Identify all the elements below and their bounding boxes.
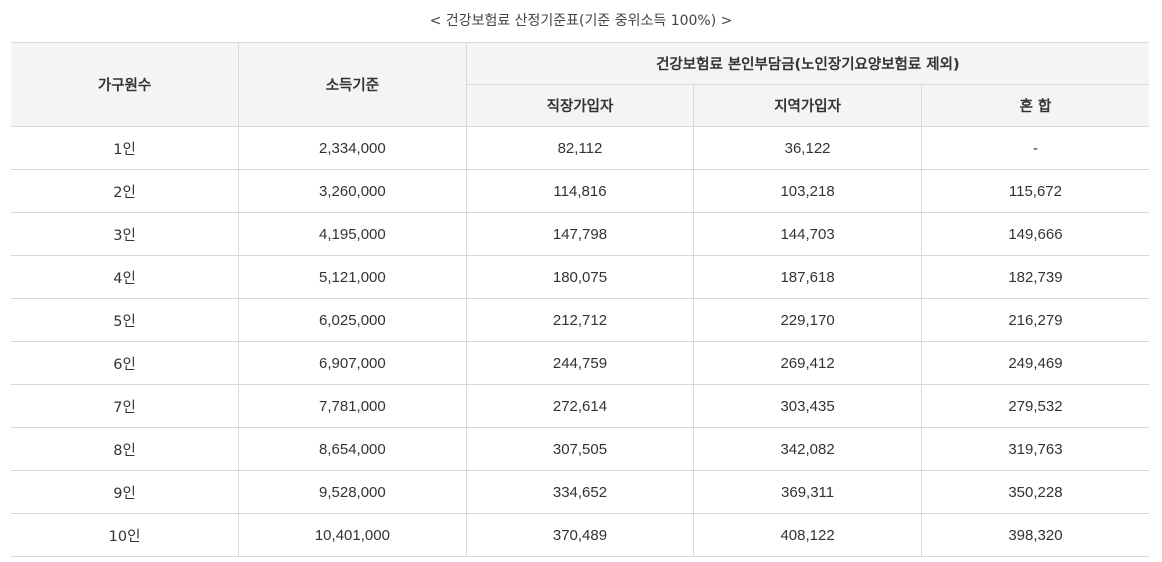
- header-workplace: 직장가입자: [466, 84, 695, 127]
- cell-mixed: 149,666: [920, 212, 1149, 256]
- cell-workplace: 370,489: [465, 513, 695, 557]
- cell-income: 7,781,000: [238, 384, 467, 428]
- cell-household: 5인: [11, 298, 240, 342]
- cell-household: 10인: [11, 513, 240, 557]
- cell-regional: 408,122: [693, 513, 922, 557]
- cell-mixed: 115,672: [920, 169, 1149, 213]
- cell-mixed: 350,228: [920, 470, 1149, 514]
- cell-regional: 269,412: [693, 341, 922, 385]
- table-row: 10인 10,401,000 370,489 408,122 398,320: [11, 513, 1149, 557]
- cell-household: 1인: [11, 126, 240, 170]
- cell-household: 2인: [11, 169, 240, 213]
- cell-workplace: 212,712: [465, 298, 695, 342]
- table-row: 1인 2,334,000 82,112 36,122-: [11, 126, 1149, 170]
- cell-regional: 103,218: [693, 169, 922, 213]
- cell-household: 4인: [11, 255, 240, 299]
- cell-mixed: 319,763: [920, 427, 1149, 471]
- cell-mixed: 279,532: [920, 384, 1149, 428]
- table-row: 3인 4,195,000 147,798 144,703 149,666: [11, 212, 1149, 256]
- header-premium-group: 건강보험료 본인부담금(노인장기요양보험료 제외): [465, 42, 1149, 85]
- cell-workplace: 82,112: [465, 126, 695, 170]
- cell-regional: 342,082: [693, 427, 922, 471]
- cell-workplace: 180,075: [465, 255, 695, 299]
- cell-mixed: 182,739: [920, 255, 1149, 299]
- table-row: 2인 3,260,000 114,816 103,218 115,672: [11, 169, 1149, 213]
- header-mixed: 혼 합: [920, 84, 1149, 127]
- premium-table-container: 가구원수 소득기준 건강보험료 본인부담금(노인장기요양보험료 제외) 직장가입…: [11, 42, 1149, 557]
- cell-regional: 229,170: [693, 298, 922, 342]
- cell-household: 7인: [11, 384, 240, 428]
- cell-regional: 144,703: [693, 212, 922, 256]
- cell-workplace: 307,505: [465, 427, 695, 471]
- header-regional: 지역가입자: [693, 84, 922, 127]
- cell-mixed: 398,320: [920, 513, 1149, 557]
- cell-workplace: 147,798: [465, 212, 695, 256]
- cell-workplace: 334,652: [465, 470, 695, 514]
- cell-workplace: 272,614: [465, 384, 695, 428]
- cell-income: 9,528,000: [238, 470, 467, 514]
- cell-mixed: 249,469: [920, 341, 1149, 385]
- table-row: 7인 7,781,000 272,614 303,435 279,532: [11, 384, 1149, 428]
- cell-regional: 36,122: [693, 126, 922, 170]
- cell-income: 6,025,000: [238, 298, 467, 342]
- table-row: 9인 9,528,000 334,652 369,311 350,228: [11, 470, 1149, 514]
- table-header: 가구원수 소득기준 건강보험료 본인부담금(노인장기요양보험료 제외) 직장가입…: [11, 42, 1149, 127]
- cell-mixed: 216,279: [920, 298, 1149, 342]
- cell-income: 8,654,000: [238, 427, 467, 471]
- table-row: 6인 6,907,000 244,759 269,412 249,469: [11, 341, 1149, 385]
- cell-income: 5,121,000: [238, 255, 467, 299]
- table-body: 1인 2,334,000 82,112 36,122-2인 3,260,000 114,8…: [11, 126, 1149, 557]
- cell-income: 6,907,000: [238, 341, 467, 385]
- cell-mixed: -: [920, 126, 1149, 170]
- cell-income: 2,334,000: [238, 126, 467, 170]
- cell-regional: 303,435: [693, 384, 922, 428]
- table-row: 4인 5,121,000 180,075 187,618 182,739: [11, 255, 1149, 299]
- table-caption: < 건강보험료 산정기준표(기준 중위소득 100%) >: [429, 13, 733, 29]
- cell-income: 4,195,000: [238, 212, 467, 256]
- cell-household: 9인: [11, 470, 240, 514]
- header-household: 가구원수: [11, 42, 240, 127]
- cell-income: 3,260,000: [238, 169, 467, 213]
- cell-household: 3인: [11, 212, 240, 256]
- table-row: 5인 6,025,000 212,712 229,170 216,279: [11, 298, 1149, 342]
- cell-workplace: 114,816: [465, 169, 695, 213]
- header-income: 소득기준: [238, 42, 467, 127]
- cell-household: 6인: [11, 341, 240, 385]
- cell-household: 8인: [11, 427, 240, 471]
- cell-regional: 369,311: [693, 470, 922, 514]
- premium-table: 가구원수 소득기준 건강보험료 본인부담금(노인장기요양보험료 제외) 직장가입…: [11, 42, 1149, 557]
- cell-regional: 187,618: [693, 255, 922, 299]
- cell-workplace: 244,759: [465, 341, 695, 385]
- table-row: 8인 8,654,000 307,505 342,082 319,763: [11, 427, 1149, 471]
- cell-income: 10,401,000: [238, 513, 467, 557]
